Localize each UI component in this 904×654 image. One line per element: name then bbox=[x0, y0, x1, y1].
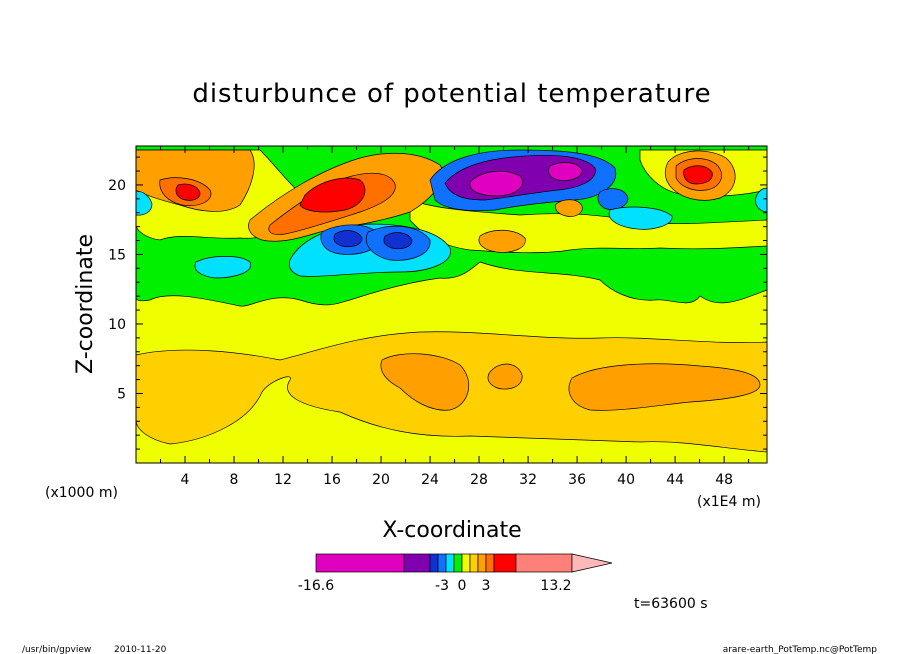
cold-core-1 bbox=[333, 230, 363, 248]
y-tick-label: 10 bbox=[108, 317, 126, 333]
x-tick-label: 28 bbox=[470, 472, 488, 488]
x-tick-label: 36 bbox=[568, 472, 586, 488]
colorbar-segment bbox=[485, 553, 495, 573]
colorbar-segment bbox=[315, 553, 405, 573]
chart-title: disturbunce of potential temperature bbox=[192, 79, 711, 109]
colorbar-arrow bbox=[571, 553, 613, 573]
colorbar-segment bbox=[437, 553, 447, 573]
warm-cell-small-2 bbox=[555, 199, 583, 217]
x-tick-label: 8 bbox=[230, 472, 239, 488]
lower-warm-core-3 bbox=[568, 363, 761, 411]
x-tick-label: 12 bbox=[274, 472, 292, 488]
y-tick-label: 20 bbox=[108, 178, 126, 194]
x-tick-label: 48 bbox=[715, 472, 733, 488]
x-units-right: (x1E4 m) bbox=[697, 494, 761, 510]
colorbar-segment bbox=[445, 553, 455, 573]
cyan-right-edge bbox=[755, 187, 767, 213]
colorbar-segment bbox=[461, 553, 471, 573]
y-tick-label: 15 bbox=[108, 247, 126, 263]
y-tick-label: 5 bbox=[117, 386, 126, 402]
x-tick-label: 44 bbox=[666, 472, 684, 488]
colorbar: -16.6 -3 0 3 13.2 bbox=[298, 553, 613, 594]
lower-warm-core-2 bbox=[487, 363, 523, 390]
plot-frame bbox=[135, 145, 768, 464]
x-axis-title: X-coordinate bbox=[382, 518, 521, 543]
x-tick-label: 40 bbox=[617, 472, 635, 488]
x-tick-label: 16 bbox=[323, 472, 341, 488]
colorbar-label: 3 bbox=[482, 578, 491, 594]
cold-core-2 bbox=[383, 232, 413, 250]
y-axis-title: Z-coordinate bbox=[73, 234, 98, 374]
colorbar-segment bbox=[453, 553, 463, 573]
x-tick-label: 4 bbox=[181, 472, 190, 488]
x-tick-label: 20 bbox=[372, 472, 390, 488]
x-units-left: (x1000 m) bbox=[45, 485, 118, 501]
central-hot-core bbox=[299, 177, 366, 213]
footer-source: arare-earth_PotTemp.nc@PotTemp bbox=[723, 645, 878, 654]
warm-cell-small-1 bbox=[478, 229, 526, 253]
colorbar-label: -16.6 bbox=[298, 578, 334, 594]
time-label: t=63600 s bbox=[634, 596, 708, 612]
colorbar-segment bbox=[493, 553, 517, 573]
colorbar-segment bbox=[515, 553, 573, 573]
cold-vortex-core-2 bbox=[548, 162, 583, 181]
colorbar-segment bbox=[429, 553, 439, 573]
footer-date: 2010-11-20 bbox=[114, 645, 167, 654]
cold-vortex-core-1 bbox=[469, 170, 523, 197]
cyan-patch-left bbox=[194, 256, 252, 279]
hot-cell-upper-left bbox=[175, 183, 201, 201]
colorbar-segment bbox=[403, 553, 431, 573]
cyan-patch-right bbox=[608, 206, 673, 230]
x-tick-label: 24 bbox=[421, 472, 439, 488]
colorbar-segment bbox=[469, 553, 479, 573]
blue-dot-east bbox=[597, 188, 629, 210]
lower-warm-core-1 bbox=[380, 353, 469, 411]
east-warm-core bbox=[683, 165, 713, 185]
x-tick-label: 32 bbox=[519, 472, 537, 488]
colorbar-label: -3 bbox=[435, 578, 449, 594]
plot-area bbox=[136, 146, 767, 463]
colorbar-label: 13.2 bbox=[540, 578, 571, 594]
cyan-left-edge bbox=[136, 191, 153, 216]
colorbar-label: 0 bbox=[458, 578, 467, 594]
colorbar-segment bbox=[477, 553, 487, 573]
footer-program: /usr/bin/gpview bbox=[22, 645, 91, 654]
